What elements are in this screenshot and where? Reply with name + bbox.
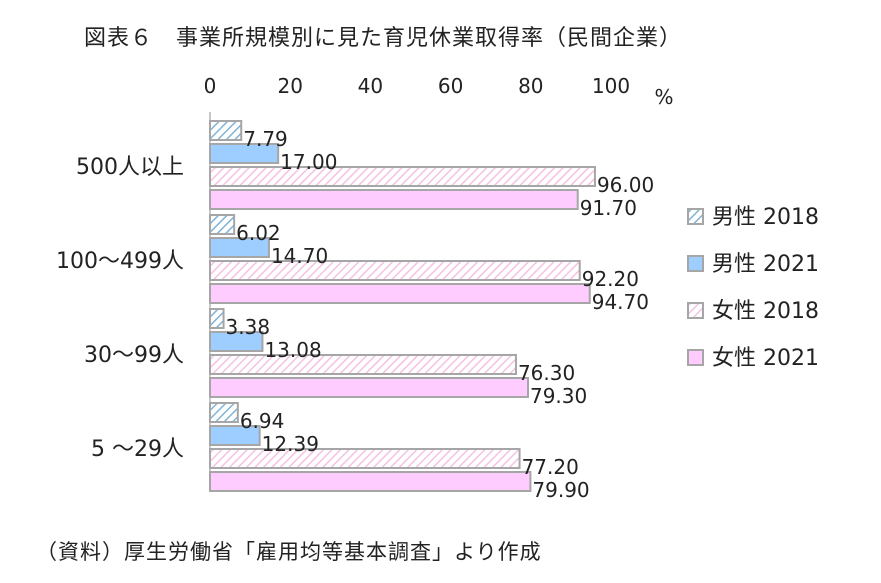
bar [209,237,270,258]
bar [209,471,532,492]
data-label: 3.38 [226,315,271,339]
category-label: 30～99人 [84,343,184,368]
bar [209,166,596,187]
data-label: 14.70 [271,244,328,268]
legend-swatch [687,208,704,225]
data-label: 76.30 [518,361,575,385]
category-label: 100～499人 [56,249,184,274]
legend: 男性 2018 男性 2021 女性 2018 女性 2021 [687,205,819,371]
bar [209,425,261,446]
data-label: 77.20 [522,455,579,479]
data-label: 79.90 [532,478,589,502]
x-tick-label: 100 [592,74,630,98]
legend-swatch [687,302,704,319]
data-label: 94.70 [592,290,649,314]
legend-label: 男性 2021 [712,252,819,277]
data-label: 91.70 [580,196,637,220]
data-label: 79.30 [530,384,587,408]
source-note: （資料）厚生労働省「雇用均等基本調査」より作成 [36,540,542,564]
x-tick-label: 60 [438,74,463,98]
data-label: 6.94 [240,409,285,433]
bar [209,402,239,423]
category-label: 5 ～29人 [91,437,184,462]
bar [209,143,280,164]
legend-label: 女性 2021 [712,346,819,371]
bar [209,283,591,304]
legend-label: 男性 2018 [712,205,819,230]
bar [209,308,225,329]
category-labels: 500人以上 100～499人 30～99人 5 ～29人 [56,155,184,462]
data-label: 6.02 [236,221,281,245]
x-tick-label: 40 [358,74,383,98]
bar [209,331,264,352]
bar [209,354,517,375]
bar [209,189,579,210]
legend-label: 女性 2018 [712,299,819,324]
bar [209,260,581,281]
data-label: 96.00 [597,173,654,197]
x-tick-label: 20 [277,74,302,98]
category-label: 500人以上 [76,155,184,180]
data-label: 92.20 [582,267,639,291]
data-label: 13.08 [264,338,321,362]
bar [209,214,236,235]
x-tick-label: 0 [204,74,217,98]
legend-swatch [687,349,704,366]
data-label: 17.00 [280,150,337,174]
bar [209,377,529,398]
bar [209,448,521,469]
bars [209,120,596,492]
bar [209,120,243,141]
x-unit-label: % [654,85,673,109]
data-label: 7.79 [243,127,288,151]
legend-swatch [687,255,704,272]
x-tick-label: 80 [518,74,543,98]
chart-title: 図表６ 事業所規模別に見た育児休業取得率（民間企業） [84,26,683,51]
data-label: 12.39 [262,432,319,456]
